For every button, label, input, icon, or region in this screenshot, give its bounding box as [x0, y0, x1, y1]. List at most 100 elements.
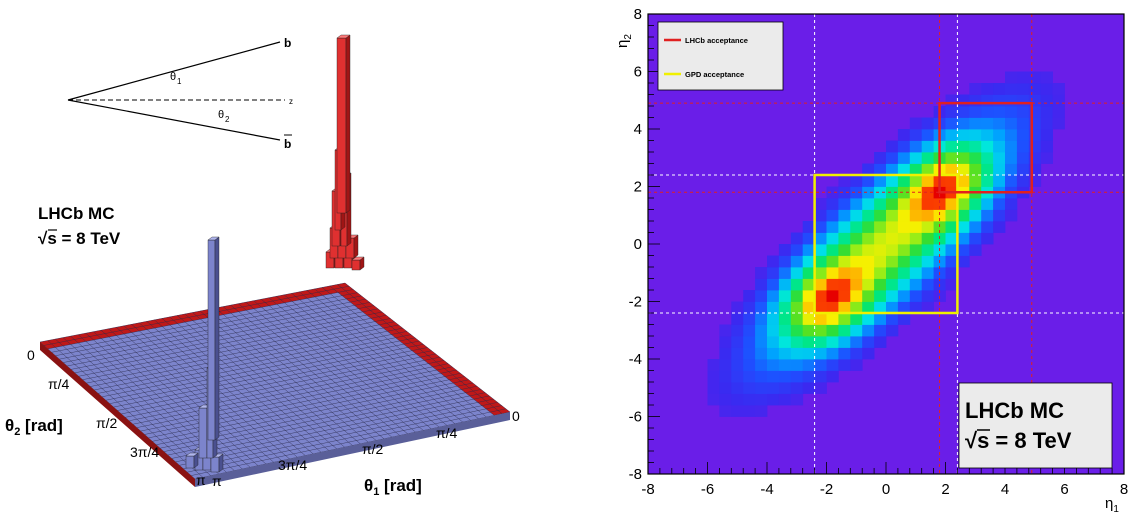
heatmap-cell — [719, 405, 732, 417]
eta1-tick-label: 4 — [1001, 481, 1009, 498]
heatmap-cell — [790, 324, 804, 337]
heatmap-cell — [767, 393, 780, 406]
lego-grid-line — [187, 405, 502, 473]
heatmap-cell — [921, 255, 934, 268]
heatmap-cell — [945, 267, 958, 279]
blue-peak-bar — [198, 407, 208, 459]
heatmap-annotation-sqrt: √s — [965, 428, 989, 453]
theta2-axis-unit: [rad] — [20, 416, 63, 435]
heatmap-cell — [945, 255, 958, 268]
heatmap-cell — [802, 278, 815, 291]
heatmap-cell — [790, 347, 804, 360]
heatmap-cell — [826, 370, 839, 383]
heatmap-cell — [909, 152, 923, 164]
eta2-tick-label: 0 — [634, 236, 642, 253]
heatmap-cell — [838, 313, 851, 325]
eta2-tick-marks: -8 -6 -4 -2 0 2 4 6 8 — [629, 6, 660, 483]
heatmap-cell — [897, 152, 911, 164]
heatmap-cell — [1028, 83, 1042, 95]
heatmap-cell — [767, 370, 780, 383]
annotation-sqrt: √s — [38, 229, 57, 248]
heatmap-cell — [850, 232, 863, 245]
lego-skirt-left — [40, 342, 195, 487]
heatmap-cell — [838, 221, 851, 233]
heatmap-cell — [957, 152, 970, 164]
heatmap-cell — [1052, 117, 1065, 130]
heatmap-cell — [921, 129, 934, 141]
heatmap-cell — [838, 336, 851, 348]
lego-grid-line — [199, 310, 361, 444]
theta2-tick-label: π — [196, 472, 206, 488]
heatmap-cell — [838, 301, 851, 314]
heatmap-cell — [850, 209, 863, 222]
eta1-tick-label: 0 — [882, 481, 890, 498]
heatmap-cell — [969, 129, 982, 141]
eta2-axis-symbol: η — [614, 40, 631, 48]
heatmap-cell — [707, 370, 720, 383]
heatmap-cell — [886, 140, 899, 153]
heatmap-cell — [719, 393, 732, 406]
annotation-box — [958, 382, 1113, 469]
heatmap-cell — [993, 106, 1006, 118]
heatmap-cell — [945, 140, 958, 153]
heatmap-cell — [909, 221, 923, 233]
heatmap-cell — [850, 290, 863, 302]
heatmap-cell — [838, 290, 851, 302]
heatmap-cell — [909, 186, 923, 199]
heatmap-cell — [838, 359, 851, 371]
gpd-acceptance-box — [813, 173, 959, 315]
lego-grid-line — [283, 294, 448, 426]
heatmap-cell — [814, 255, 827, 268]
heatmap-cell — [814, 301, 827, 314]
eta1-axis-sub: 1 — [1113, 504, 1119, 515]
heatmap-cell — [731, 382, 744, 394]
heatmap-cell — [731, 359, 744, 371]
heatmap-cell — [814, 278, 827, 291]
heatmap-cell — [826, 290, 839, 302]
heatmap-cell — [897, 244, 911, 256]
red-peak-bar — [336, 37, 347, 214]
heatmap-cell — [850, 301, 863, 314]
heatmap-cell — [886, 221, 899, 233]
heatmap-cell — [1005, 94, 1018, 107]
heatmap-cell — [886, 163, 899, 176]
heatmap-cell — [755, 324, 768, 337]
red-peak-bar-top — [336, 34, 351, 39]
heatmap-cell — [981, 232, 994, 245]
heatmap-cell — [826, 336, 839, 348]
lhcb-mc-annotation: LHCb MC √s = 8 TeV — [38, 204, 121, 248]
heatmap-cell — [1016, 152, 1030, 164]
heatmap-cell — [850, 347, 863, 360]
lego-grid-line — [238, 303, 400, 436]
eta-heatmap-panel: -8 -6 -4 -2 0 2 4 6 8 -8 -6 -4 -2 0 2 4 6 8 LHCb accepta… — [560, 0, 1129, 522]
heatmap-cell — [826, 255, 839, 268]
heatmap-cell — [993, 152, 1006, 164]
eta2-tick-label: 4 — [634, 121, 642, 138]
eta2-tick-label: -4 — [629, 351, 642, 368]
heatmap-cell — [731, 405, 744, 417]
heatmap-cell — [743, 301, 756, 314]
heatmap-cell — [814, 198, 827, 210]
theta2-tick-label: 3π/4 — [130, 444, 159, 460]
heatmap-cell — [814, 382, 827, 394]
heatmap-cell — [874, 152, 887, 164]
heatmap-cell — [921, 140, 934, 153]
heatmap-cell — [1005, 198, 1018, 210]
heatmap-cell — [981, 209, 994, 222]
heatmap-cell — [1005, 106, 1018, 118]
heatmap-cell — [755, 290, 768, 302]
heatmap-cell — [790, 313, 804, 325]
heatmap-cell — [814, 359, 827, 371]
eta2-axis-sub: 2 — [623, 34, 634, 40]
heatmap-cell — [778, 336, 792, 348]
heatmap-cell — [909, 198, 923, 210]
heatmap-cell — [933, 290, 946, 302]
eta1-tick-label: 8 — [1120, 481, 1128, 498]
heatmap-cell — [731, 336, 744, 348]
heatmap-cell — [755, 370, 768, 383]
heatmap-cell — [945, 152, 958, 164]
heatmap-cell — [945, 129, 958, 141]
lego-grid-line — [299, 291, 463, 423]
heatmap-cell — [957, 209, 970, 222]
heatmap-cell — [743, 336, 756, 348]
